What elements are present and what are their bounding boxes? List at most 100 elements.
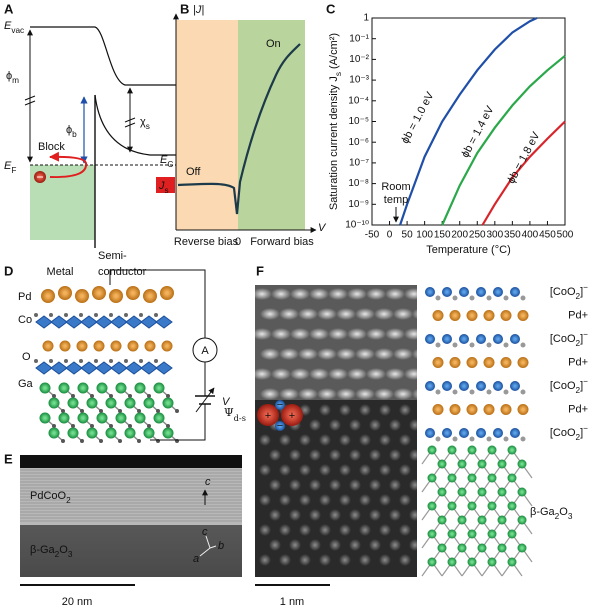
ec-label-part: C xyxy=(167,160,173,169)
y-tick-label: 10⁻⁸ xyxy=(348,178,369,189)
x-tick-label: 300 xyxy=(486,230,503,241)
atom-column xyxy=(366,288,386,300)
ga-atom xyxy=(48,397,60,409)
co-atom xyxy=(476,381,486,391)
y-axis-label-part: (A/cm²) xyxy=(328,33,340,72)
atom-column xyxy=(349,509,361,521)
atom-column xyxy=(369,479,381,491)
js-label-part: J xyxy=(158,180,165,192)
v-label: V xyxy=(318,222,327,234)
co-atom xyxy=(510,334,520,344)
atom-column xyxy=(329,539,341,551)
ga-atom xyxy=(507,473,517,483)
atom-column xyxy=(347,288,367,300)
ga-atom xyxy=(67,397,79,409)
ga-label: Ga xyxy=(18,378,34,390)
atom-column xyxy=(309,539,321,551)
atom-column xyxy=(329,419,341,431)
co-octahedron xyxy=(140,315,158,329)
atom-column xyxy=(399,404,411,416)
o-atom xyxy=(486,295,492,301)
series-line xyxy=(399,16,538,226)
pd-atom xyxy=(432,310,444,321)
ga-atom xyxy=(467,557,477,567)
ga-atom xyxy=(437,487,447,497)
atom-column xyxy=(366,368,386,380)
ga2o3-label-part: 3 xyxy=(68,550,73,559)
o-atom xyxy=(99,409,103,413)
y-tick-label: 10⁻¹ xyxy=(349,33,369,44)
ga-atom xyxy=(39,412,51,424)
o-atom xyxy=(90,424,94,428)
y-tick-label: 10⁻⁴ xyxy=(348,95,369,106)
o-atom xyxy=(503,342,509,348)
pd-atom xyxy=(500,310,512,321)
ga-atom xyxy=(77,382,89,394)
o-atom xyxy=(34,313,38,317)
co-atom xyxy=(459,381,469,391)
atom-column xyxy=(328,368,348,380)
atom-column xyxy=(317,348,337,360)
atom-column xyxy=(290,328,310,340)
pd-atom xyxy=(466,404,478,415)
o-atom xyxy=(49,359,53,363)
pd-atom xyxy=(483,310,495,321)
vacuum-level xyxy=(30,26,180,86)
atom-column xyxy=(298,308,318,320)
layer-label-part: 2 xyxy=(576,292,581,301)
scale-label: 20 nm xyxy=(62,596,93,608)
ga-atom xyxy=(467,529,477,539)
series-label: ϕb = 1.0 eV xyxy=(399,90,436,146)
atom-column xyxy=(309,328,329,340)
ga2o3-label-part: β-Ga xyxy=(30,544,56,556)
o-atom xyxy=(469,389,475,395)
x-tick-label: 200 xyxy=(451,230,468,241)
pd-atom xyxy=(92,286,106,300)
co-atom xyxy=(442,334,452,344)
atom-column xyxy=(309,509,321,521)
axis-break xyxy=(24,95,36,106)
x-tick-label: 0 xyxy=(387,230,393,241)
o-atom xyxy=(469,342,475,348)
o-atom xyxy=(452,389,458,395)
ef-label: EF xyxy=(4,160,16,175)
y-tick-label: 10⁻⁹ xyxy=(348,199,369,210)
ga-atom xyxy=(86,427,98,439)
metal-label: Metal xyxy=(47,266,74,278)
co-atom xyxy=(459,334,469,344)
o-label: O xyxy=(22,351,31,363)
atom-column xyxy=(369,539,381,551)
atom-column xyxy=(399,464,411,476)
atom-column xyxy=(339,434,351,446)
pd-atom xyxy=(160,286,174,300)
charge-label: + xyxy=(289,410,295,422)
atom-column xyxy=(336,308,356,320)
atom-column xyxy=(289,479,301,491)
atom-column xyxy=(385,368,405,380)
layer-label-part: [CoO xyxy=(550,333,576,345)
ammeter-label: A xyxy=(201,345,209,357)
atom-column xyxy=(393,308,413,320)
charge-label: + xyxy=(265,410,271,422)
y-tick-label: 10⁻² xyxy=(349,54,369,65)
circuit xyxy=(109,269,206,441)
chis-label-part: χ xyxy=(140,116,146,128)
pd-atom xyxy=(42,340,54,352)
ga-atom xyxy=(143,397,155,409)
ga-atom xyxy=(487,473,497,483)
co-octahedron xyxy=(35,361,53,375)
co-atom xyxy=(442,381,452,391)
o-atom xyxy=(34,359,38,363)
atom-column xyxy=(269,479,281,491)
layer-label-part: − xyxy=(583,377,588,386)
ga-atom xyxy=(457,543,467,553)
atom-column xyxy=(299,524,311,536)
y-tick-label: 10⁻¹⁰ xyxy=(345,220,369,231)
co-octahedron xyxy=(125,361,143,375)
atom-column xyxy=(299,434,311,446)
pd-atom xyxy=(483,357,495,368)
ga-atom xyxy=(497,543,507,553)
pd-atom xyxy=(432,404,444,415)
panel-letter: D xyxy=(4,263,13,278)
